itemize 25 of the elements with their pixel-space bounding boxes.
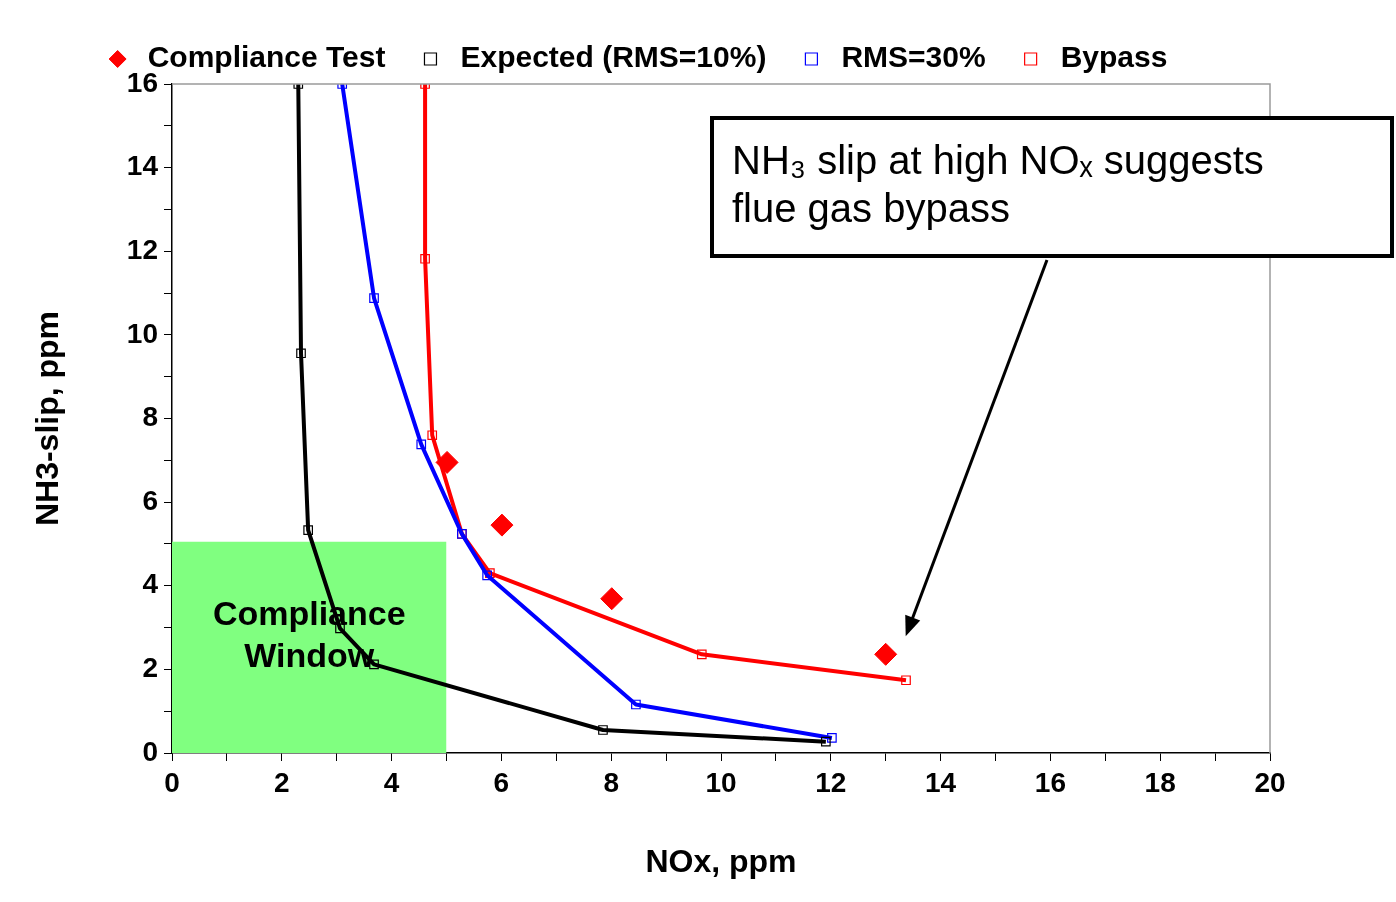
legend-label: Bypass bbox=[1060, 40, 1168, 74]
x-tick-label: 16 bbox=[1034, 766, 1066, 798]
legend-label: Expected (RMS=10%) bbox=[460, 40, 767, 74]
x-axis-title: NOx, ppm bbox=[645, 842, 797, 879]
y-tick-label: 6 bbox=[142, 484, 158, 516]
x-tick-label: 6 bbox=[493, 766, 510, 798]
x-tick-label: 14 bbox=[925, 766, 957, 798]
y-tick-label: 2 bbox=[142, 652, 158, 684]
y-tick-label: 12 bbox=[126, 233, 158, 265]
y-tick-label: 4 bbox=[142, 568, 159, 600]
x-tick-label: 18 bbox=[1144, 766, 1176, 798]
x-tick-label: 4 bbox=[383, 766, 400, 798]
y-tick-label: 10 bbox=[126, 317, 158, 349]
y-axis-title: NH3-slip, ppm bbox=[29, 310, 66, 527]
x-tick-label: 20 bbox=[1254, 766, 1286, 798]
annotation: NH₃ slip at high NOₓ suggests flue gas bypass bbox=[732, 138, 1264, 230]
x-tick-label: 12 bbox=[815, 766, 847, 798]
x-tick-label: 0 bbox=[164, 766, 180, 798]
y-tick-label: 0 bbox=[142, 735, 158, 767]
legend-label: RMS=30% bbox=[841, 40, 986, 74]
x-tick-label: 8 bbox=[603, 766, 619, 798]
x-tick-label: 2 bbox=[274, 766, 290, 798]
x-tick-label: 10 bbox=[705, 766, 737, 798]
y-tick-label: 8 bbox=[142, 401, 158, 433]
y-tick-label: 14 bbox=[126, 150, 159, 182]
